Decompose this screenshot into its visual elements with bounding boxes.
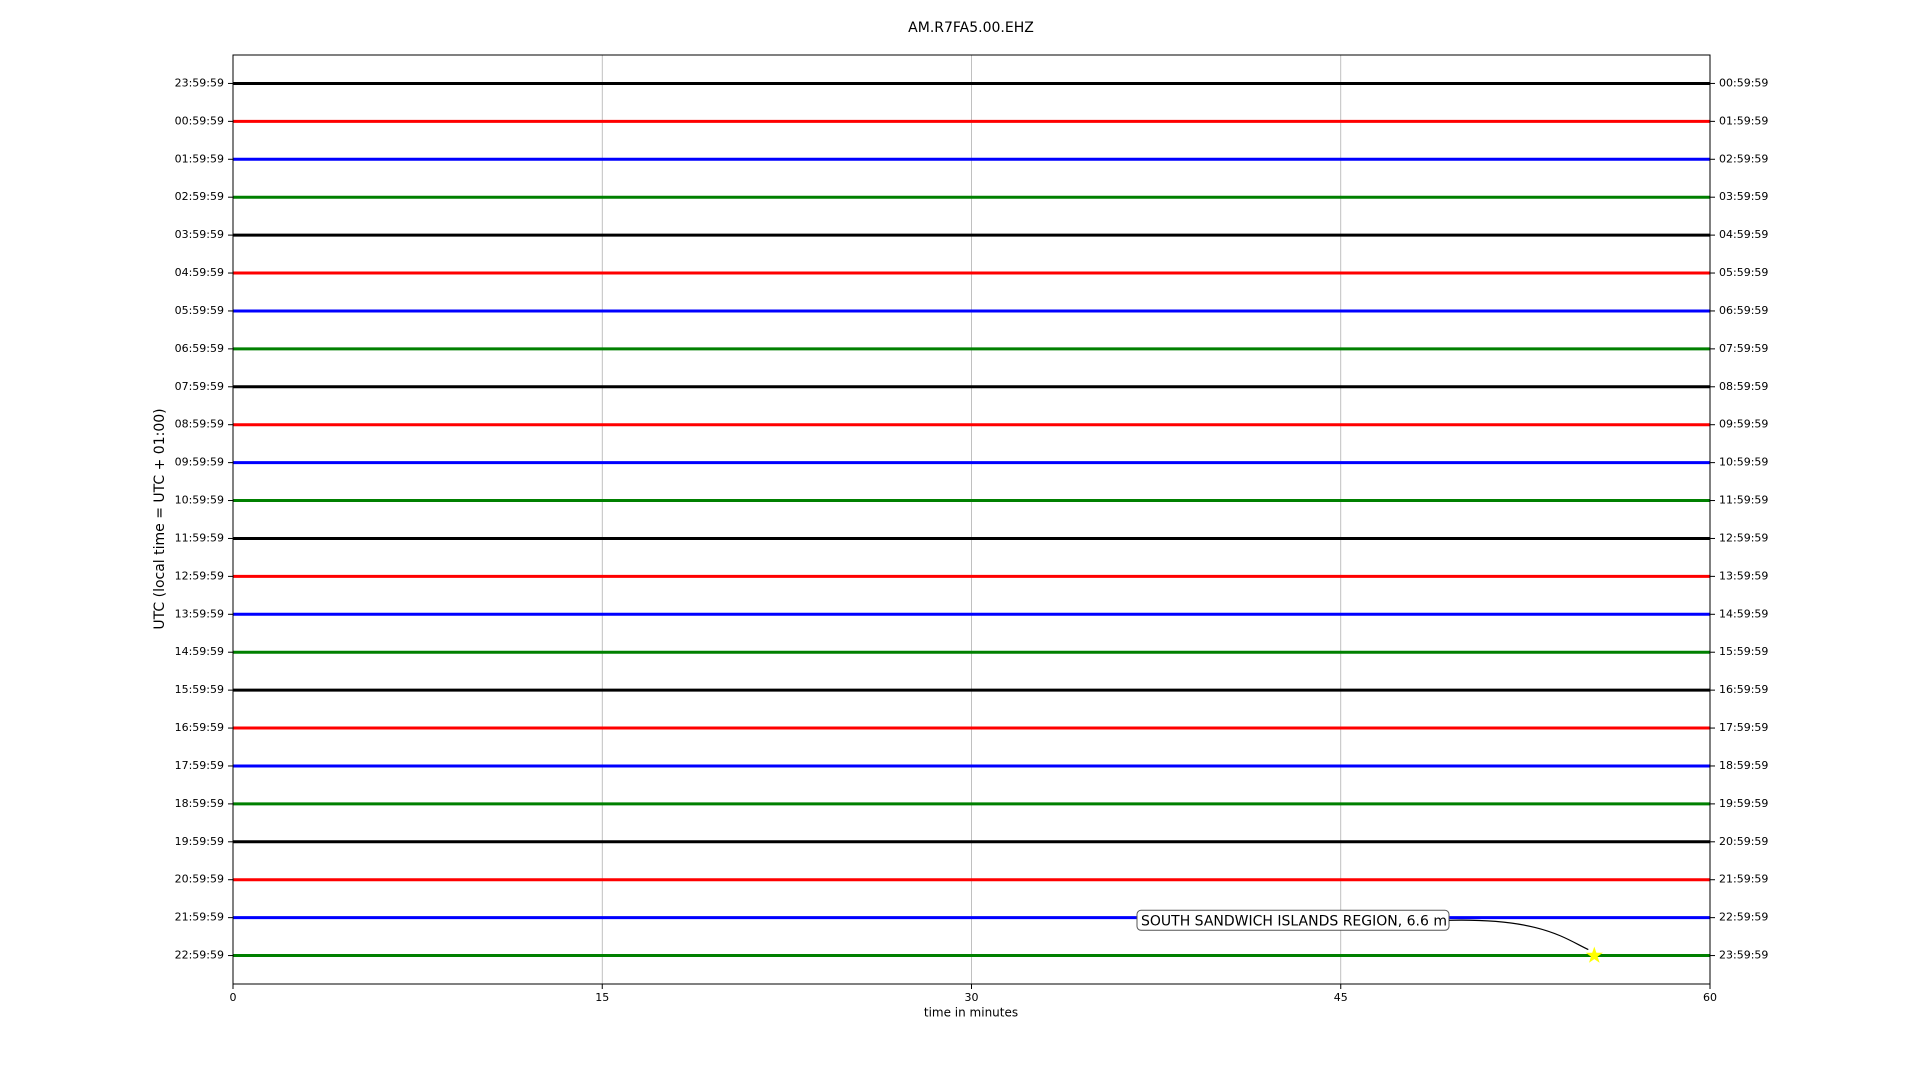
- y-tick-label: 09:59:59: [175, 456, 224, 469]
- y2-tick-label: 15:59:59: [1719, 645, 1768, 658]
- y-tick-label: 12:59:59: [175, 569, 224, 582]
- plot-frame: [232, 54, 1711, 985]
- y2-tick-label: 19:59:59: [1719, 797, 1768, 810]
- event-marker: [1585, 946, 1603, 963]
- y-tick-label: 19:59:59: [175, 835, 224, 848]
- y2-tick-label: 07:59:59: [1719, 342, 1768, 355]
- y-tick-label: 03:59:59: [175, 228, 224, 241]
- y-tick-label: 11:59:59: [175, 531, 224, 544]
- y-tick-label: 01:59:59: [175, 152, 224, 165]
- y-tick-label: 02:59:59: [175, 190, 224, 203]
- y-tick-label: 16:59:59: [175, 721, 224, 734]
- annotation-arrow: [1448, 919, 1589, 951]
- y-tick-label: 04:59:59: [175, 266, 224, 279]
- y-tick-label: 13:59:59: [175, 607, 224, 620]
- y-tick-label: 22:59:59: [175, 949, 224, 962]
- x-tick-label: 30: [965, 991, 979, 1004]
- y2-tick-label: 00:59:59: [1719, 76, 1768, 89]
- y2-tick-label: 21:59:59: [1719, 873, 1768, 886]
- y2-tick-label: 02:59:59: [1719, 152, 1768, 165]
- y2-tick-label: 23:59:59: [1719, 949, 1768, 962]
- y-axis-label: UTC (local time = UTC + 01:00): [152, 408, 168, 629]
- y-tick-label: 23:59:59: [175, 76, 224, 89]
- x-axis-label: time in minutes: [924, 1006, 1018, 1020]
- y2-tick-label: 05:59:59: [1719, 266, 1768, 279]
- x-tick-label: 15: [595, 991, 609, 1004]
- y-tick-label: 06:59:59: [175, 342, 224, 355]
- y-tick-label: 18:59:59: [175, 797, 224, 810]
- y2-tick-label: 13:59:59: [1719, 569, 1768, 582]
- y2-tick-label: 14:59:59: [1719, 607, 1768, 620]
- annotation: SOUTH SANDWICH ISLANDS REGION, 6.6 m: [1141, 913, 1447, 929]
- y-tick-label: 00:59:59: [175, 114, 224, 127]
- x-tick-label: 45: [1334, 991, 1348, 1004]
- y-tick-label: 17:59:59: [175, 759, 224, 772]
- y2-tick-label: 16:59:59: [1719, 683, 1768, 696]
- y-tick-label: 05:59:59: [175, 304, 224, 317]
- x-tick-label: 0: [230, 991, 237, 1004]
- x-tick-label: 60: [1703, 991, 1717, 1004]
- y2-tick-label: 10:59:59: [1719, 456, 1768, 469]
- y-tick-label: 10:59:59: [175, 494, 224, 507]
- y2-tick-label: 04:59:59: [1719, 228, 1768, 241]
- y-tick-label: 07:59:59: [175, 380, 224, 393]
- chart-title: AM.R7FA5.00.EHZ: [908, 20, 1034, 36]
- y2-tick-label: 22:59:59: [1719, 911, 1768, 924]
- y2-tick-label: 20:59:59: [1719, 835, 1768, 848]
- y2-tick-label: 11:59:59: [1719, 494, 1768, 507]
- y2-tick-label: 09:59:59: [1719, 418, 1768, 431]
- y2-tick-label: 01:59:59: [1719, 114, 1768, 127]
- y2-tick-label: 17:59:59: [1719, 721, 1768, 734]
- y2-tick-label: 18:59:59: [1719, 759, 1768, 772]
- y-tick-label: 14:59:59: [175, 645, 224, 658]
- y-tick-label: 15:59:59: [175, 683, 224, 696]
- y2-tick-label: 08:59:59: [1719, 380, 1768, 393]
- y2-tick-label: 06:59:59: [1719, 304, 1768, 317]
- y2-tick-label: 03:59:59: [1719, 190, 1768, 203]
- y-tick-label: 21:59:59: [175, 911, 224, 924]
- y-tick-label: 08:59:59: [175, 418, 224, 431]
- y-tick-label: 20:59:59: [175, 873, 224, 886]
- y2-tick-label: 12:59:59: [1719, 531, 1768, 544]
